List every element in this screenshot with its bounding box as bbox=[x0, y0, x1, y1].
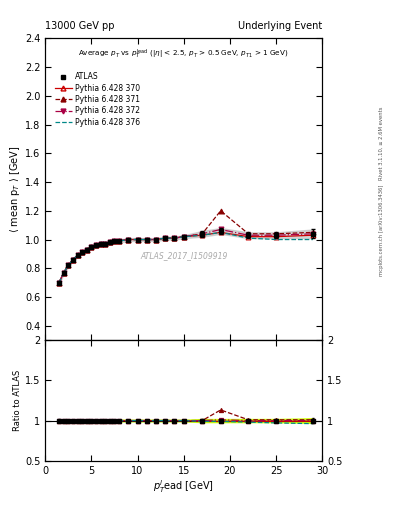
Text: mcplots.cern.ch [arXiv:1306.3436]: mcplots.cern.ch [arXiv:1306.3436] bbox=[379, 185, 384, 276]
Text: ATLAS_2017_I1509919: ATLAS_2017_I1509919 bbox=[140, 251, 228, 260]
Legend: ATLAS, Pythia 6.428 370, Pythia 6.428 371, Pythia 6.428 372, Pythia 6.428 376: ATLAS, Pythia 6.428 370, Pythia 6.428 37… bbox=[52, 69, 143, 130]
Text: Average $p_T$ vs $p_T^{\rm lead}$ ($|\eta|$ < 2.5, $p_T$ > 0.5 GeV, $p_{T1}$ > 1: Average $p_T$ vs $p_T^{\rm lead}$ ($|\et… bbox=[79, 48, 289, 61]
Text: Rivet 3.1.10, ≥ 2.6M events: Rivet 3.1.10, ≥ 2.6M events bbox=[379, 106, 384, 180]
Y-axis label: Ratio to ATLAS: Ratio to ATLAS bbox=[13, 370, 22, 431]
Text: 13000 GeV pp: 13000 GeV pp bbox=[45, 21, 115, 31]
X-axis label: $p_T^l$ead [GeV]: $p_T^l$ead [GeV] bbox=[153, 478, 214, 495]
Y-axis label: $\langle$ mean p$_T$ $\rangle$ [GeV]: $\langle$ mean p$_T$ $\rangle$ [GeV] bbox=[8, 145, 22, 233]
Text: Underlying Event: Underlying Event bbox=[238, 21, 322, 31]
